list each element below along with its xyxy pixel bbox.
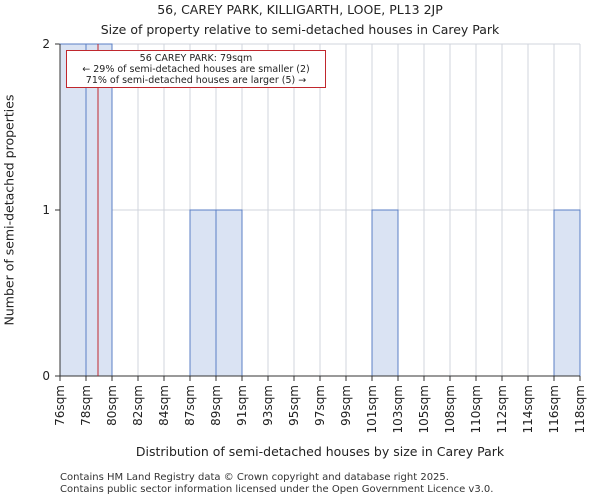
- chart-title: 56, CAREY PARK, KILLIGARTH, LOOE, PL13 2…: [157, 2, 443, 17]
- x-tick-label: 105sqm: [417, 385, 431, 433]
- x-tick-label: 87sqm: [183, 385, 197, 426]
- annotation-line-3: 71% of semi-detached houses are larger (…: [85, 75, 307, 86]
- bar: [85, 43, 113, 377]
- bar: [553, 209, 581, 377]
- x-tick-label: 82sqm: [131, 385, 145, 426]
- x-tick-label: 112sqm: [495, 385, 509, 433]
- x-tick-label: 99sqm: [339, 385, 353, 426]
- annotation-line-1: 56 CAREY PARK: 79sqm: [139, 53, 253, 64]
- bar: [59, 43, 87, 377]
- bar: [215, 209, 243, 377]
- chart-subtitle: Size of property relative to semi-detach…: [100, 22, 500, 37]
- x-tick-label: 95sqm: [287, 385, 301, 426]
- x-tick-label: 89sqm: [209, 385, 223, 426]
- y-tick-label: 0: [42, 369, 50, 383]
- x-tick-label: 118sqm: [573, 385, 587, 433]
- x-tick-label: 93sqm: [261, 385, 275, 426]
- x-tick-label: 110sqm: [469, 385, 483, 433]
- x-tick-label: 114sqm: [521, 385, 535, 433]
- x-tick-label: 97sqm: [313, 385, 327, 426]
- y-axis-label: Number of semi-detached properties: [1, 94, 17, 326]
- footer-line-2: Contains public sector information licen…: [60, 484, 494, 495]
- x-tick-label: 101sqm: [365, 385, 379, 433]
- x-axis-label: Distribution of semi-detached houses by …: [135, 444, 505, 459]
- marker-annotation: 56 CAREY PARK: 79sqm ← 29% of semi-detac…: [66, 50, 326, 88]
- y-tick-label: 1: [42, 203, 50, 217]
- x-tick-label: 80sqm: [105, 385, 119, 426]
- x-tick-label: 116sqm: [547, 385, 561, 433]
- x-tick-label: 91sqm: [235, 385, 249, 426]
- bar: [189, 209, 217, 377]
- x-tick-label: 76sqm: [53, 385, 67, 426]
- x-tick-label: 108sqm: [443, 385, 457, 433]
- annotation-line-2: ← 29% of semi-detached houses are smalle…: [82, 64, 310, 75]
- y-tick-label: 2: [42, 37, 50, 51]
- footer-line-1: Contains HM Land Registry data © Crown c…: [60, 472, 449, 483]
- bar: [371, 209, 399, 377]
- x-tick-label: 78sqm: [79, 385, 93, 426]
- x-tick-label: 103sqm: [391, 385, 405, 433]
- x-tick-label: 84sqm: [157, 385, 171, 426]
